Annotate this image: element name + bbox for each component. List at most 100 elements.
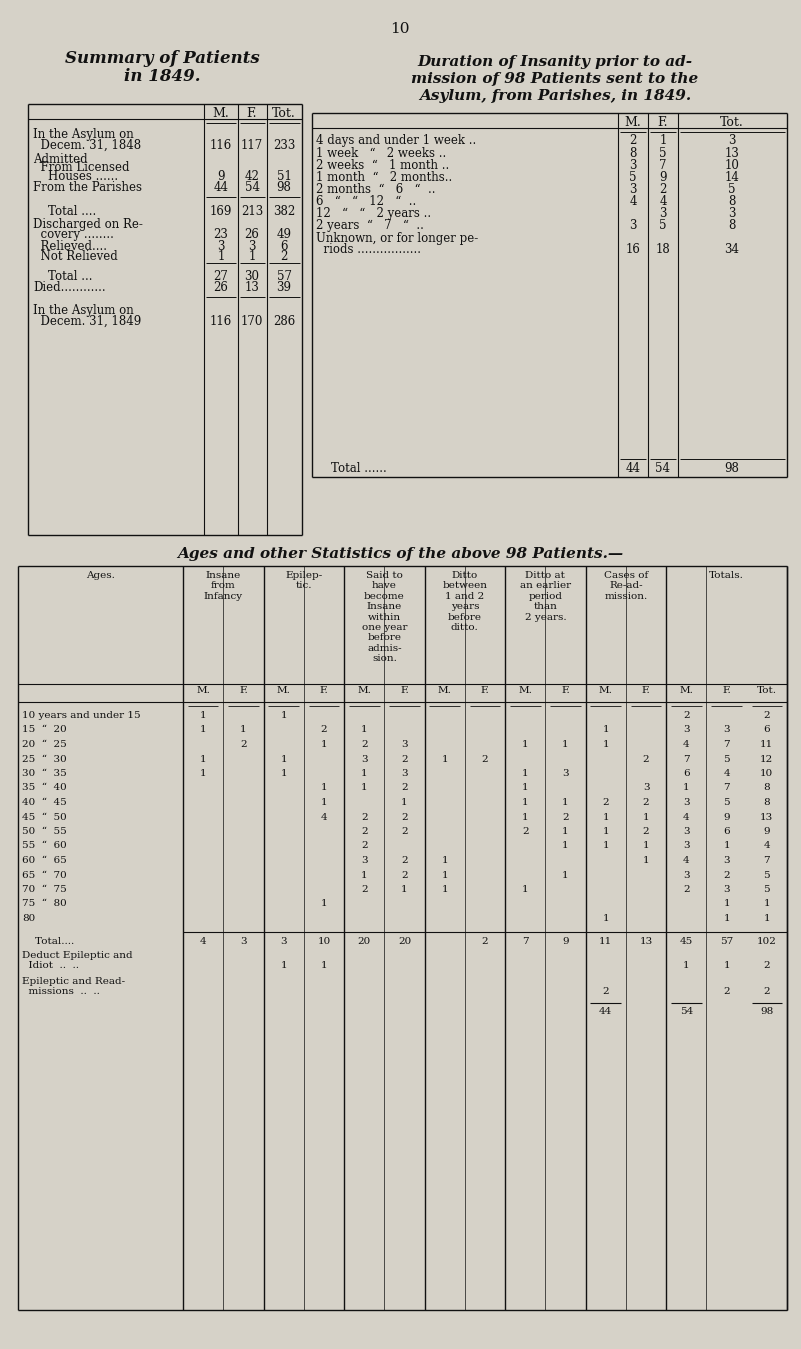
- Text: 2: 2: [401, 827, 408, 836]
- Text: 9: 9: [723, 812, 730, 822]
- Text: Ditto at
an earlier
period
than
2 years.: Ditto at an earlier period than 2 years.: [520, 571, 571, 622]
- Text: 16: 16: [626, 243, 641, 256]
- Text: 44: 44: [214, 181, 228, 194]
- Text: 1: 1: [723, 842, 730, 850]
- Text: 1: 1: [248, 250, 256, 263]
- Text: 34: 34: [724, 243, 739, 256]
- Text: 1: 1: [723, 900, 730, 908]
- Text: 1: 1: [401, 885, 408, 894]
- Text: 40  “  45: 40 “ 45: [22, 799, 66, 807]
- Text: 2: 2: [240, 741, 247, 749]
- Text: 4: 4: [659, 196, 666, 208]
- Text: 5: 5: [728, 183, 736, 196]
- Text: 2: 2: [401, 857, 408, 865]
- Text: 1: 1: [602, 741, 609, 749]
- Text: 2: 2: [320, 726, 328, 734]
- Text: 12: 12: [760, 754, 774, 764]
- Text: Houses ......: Houses ......: [33, 170, 118, 183]
- Text: 5: 5: [723, 754, 730, 764]
- Text: 3: 3: [659, 206, 666, 220]
- Text: 4: 4: [763, 842, 771, 850]
- Text: 1: 1: [401, 799, 408, 807]
- Text: 57: 57: [276, 270, 292, 283]
- Text: 55  “  60: 55 “ 60: [22, 842, 66, 850]
- Text: Deduct Epileptic and: Deduct Epileptic and: [22, 951, 133, 959]
- Text: 1: 1: [199, 711, 207, 720]
- Text: 117: 117: [241, 139, 263, 152]
- Text: 2: 2: [361, 741, 368, 749]
- Text: 3: 3: [361, 754, 368, 764]
- Text: 1: 1: [602, 842, 609, 850]
- Text: Ditto
between
1 and 2
years
before
ditto.: Ditto between 1 and 2 years before ditto…: [442, 571, 487, 631]
- Text: In the Asylum on: In the Asylum on: [33, 304, 134, 317]
- Text: 20: 20: [398, 936, 411, 946]
- Text: Relieved....: Relieved....: [33, 240, 107, 254]
- Text: 3: 3: [728, 134, 736, 147]
- Text: 2: 2: [763, 987, 771, 997]
- Text: 20  “  25: 20 “ 25: [22, 741, 66, 749]
- Text: Cases of
Re-ad-
mission.: Cases of Re-ad- mission.: [604, 571, 648, 600]
- Text: 45: 45: [680, 936, 693, 946]
- Text: From the Parishes: From the Parishes: [33, 181, 142, 194]
- Text: 8: 8: [728, 219, 735, 232]
- Text: 98: 98: [760, 1008, 774, 1017]
- Text: Unknown, or for longer pe-: Unknown, or for longer pe-: [316, 232, 478, 246]
- Text: 57: 57: [720, 936, 733, 946]
- Text: Tot.: Tot.: [272, 107, 296, 120]
- Text: 1: 1: [683, 784, 690, 792]
- Text: 44: 44: [599, 1008, 613, 1017]
- Text: 2: 2: [683, 885, 690, 894]
- Text: F.: F.: [400, 687, 409, 695]
- Text: M.: M.: [625, 116, 642, 130]
- Text: Decem. 31, 1848: Decem. 31, 1848: [33, 139, 141, 152]
- Text: 8: 8: [728, 196, 735, 208]
- Text: 1: 1: [280, 962, 287, 970]
- Text: F.: F.: [658, 116, 668, 130]
- Text: covery ........: covery ........: [33, 228, 114, 241]
- Text: 2: 2: [642, 799, 650, 807]
- Text: Epileptic and Read-: Epileptic and Read-: [22, 977, 125, 986]
- Text: 10 years and under 15: 10 years and under 15: [22, 711, 141, 720]
- Text: Decem. 31, 1849: Decem. 31, 1849: [33, 316, 141, 328]
- Text: 2 weeks  “   1 month ..: 2 weeks “ 1 month ..: [316, 159, 449, 173]
- Text: 5: 5: [630, 171, 637, 183]
- Text: 116: 116: [210, 316, 232, 328]
- Text: 2: 2: [401, 784, 408, 792]
- Text: F.: F.: [481, 687, 489, 695]
- Text: 1: 1: [522, 741, 529, 749]
- Text: 1: 1: [361, 784, 368, 792]
- Text: 1: 1: [602, 812, 609, 822]
- Text: 1: 1: [522, 812, 529, 822]
- Text: 2: 2: [481, 754, 489, 764]
- Text: 4: 4: [199, 936, 207, 946]
- Text: 9: 9: [217, 170, 225, 183]
- Text: 1: 1: [562, 827, 569, 836]
- Text: F.: F.: [723, 687, 731, 695]
- Text: 1: 1: [199, 769, 207, 778]
- Text: Said to
have
become
Insane
within
one year
before
admis-
sion.: Said to have become Insane within one ye…: [361, 571, 407, 664]
- Text: 9: 9: [763, 827, 771, 836]
- Text: 8: 8: [763, 799, 771, 807]
- Text: 3: 3: [728, 206, 736, 220]
- Text: 14: 14: [725, 171, 739, 183]
- Text: 1: 1: [441, 870, 448, 880]
- Text: Tot.: Tot.: [720, 116, 744, 130]
- Text: Died............: Died............: [33, 281, 106, 294]
- Text: 7: 7: [723, 741, 730, 749]
- Text: 3: 3: [723, 726, 730, 734]
- Text: 30: 30: [244, 270, 260, 283]
- Text: 20: 20: [357, 936, 371, 946]
- Text: 2: 2: [361, 842, 368, 850]
- Text: 2: 2: [481, 936, 489, 946]
- Text: 4 days and under 1 week ..: 4 days and under 1 week ..: [316, 134, 477, 147]
- Text: 1: 1: [642, 842, 650, 850]
- Text: 3: 3: [280, 936, 287, 946]
- Text: 1: 1: [642, 812, 650, 822]
- Text: 7: 7: [763, 857, 771, 865]
- Text: 1 week   “   2 weeks ..: 1 week “ 2 weeks ..: [316, 147, 446, 161]
- Text: 1: 1: [562, 799, 569, 807]
- Text: M.: M.: [196, 687, 210, 695]
- Text: 2: 2: [401, 812, 408, 822]
- Text: 2: 2: [280, 250, 288, 263]
- Text: F.: F.: [642, 687, 650, 695]
